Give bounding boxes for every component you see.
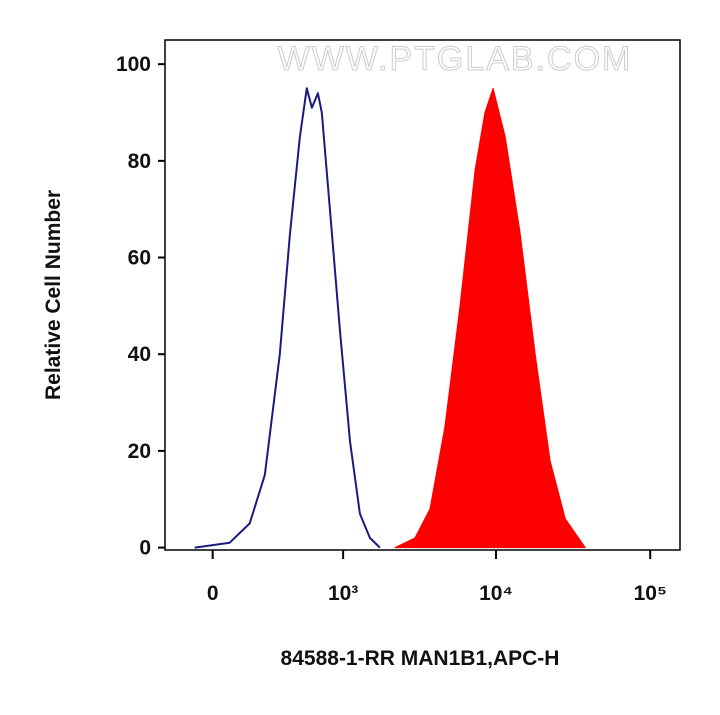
- y-tick-label: 100: [116, 53, 151, 76]
- y-tick-label: 20: [128, 440, 151, 463]
- histogram-line: [194, 87, 381, 549]
- histogram-area: [394, 87, 586, 549]
- x-tick-label: 0: [207, 582, 219, 605]
- y-tick-label: 40: [128, 343, 151, 366]
- y-tick-label: 60: [128, 247, 151, 270]
- plot-frame: [164, 39, 681, 551]
- x-axis-label: 84588-1-RR MAN1B1,APC-H: [281, 647, 560, 670]
- watermark: WWW.PTGLAB.COM: [278, 40, 633, 78]
- y-tick-label: 80: [128, 150, 151, 173]
- plot-area: [194, 87, 586, 549]
- y-axis-label: Relative Cell Number: [42, 190, 65, 400]
- x-tick-label: 10⁴: [479, 582, 513, 605]
- x-tick-label: 10⁵: [634, 582, 667, 605]
- x-tick-label: 10³: [328, 582, 358, 605]
- y-tick-label: 0: [139, 537, 151, 560]
